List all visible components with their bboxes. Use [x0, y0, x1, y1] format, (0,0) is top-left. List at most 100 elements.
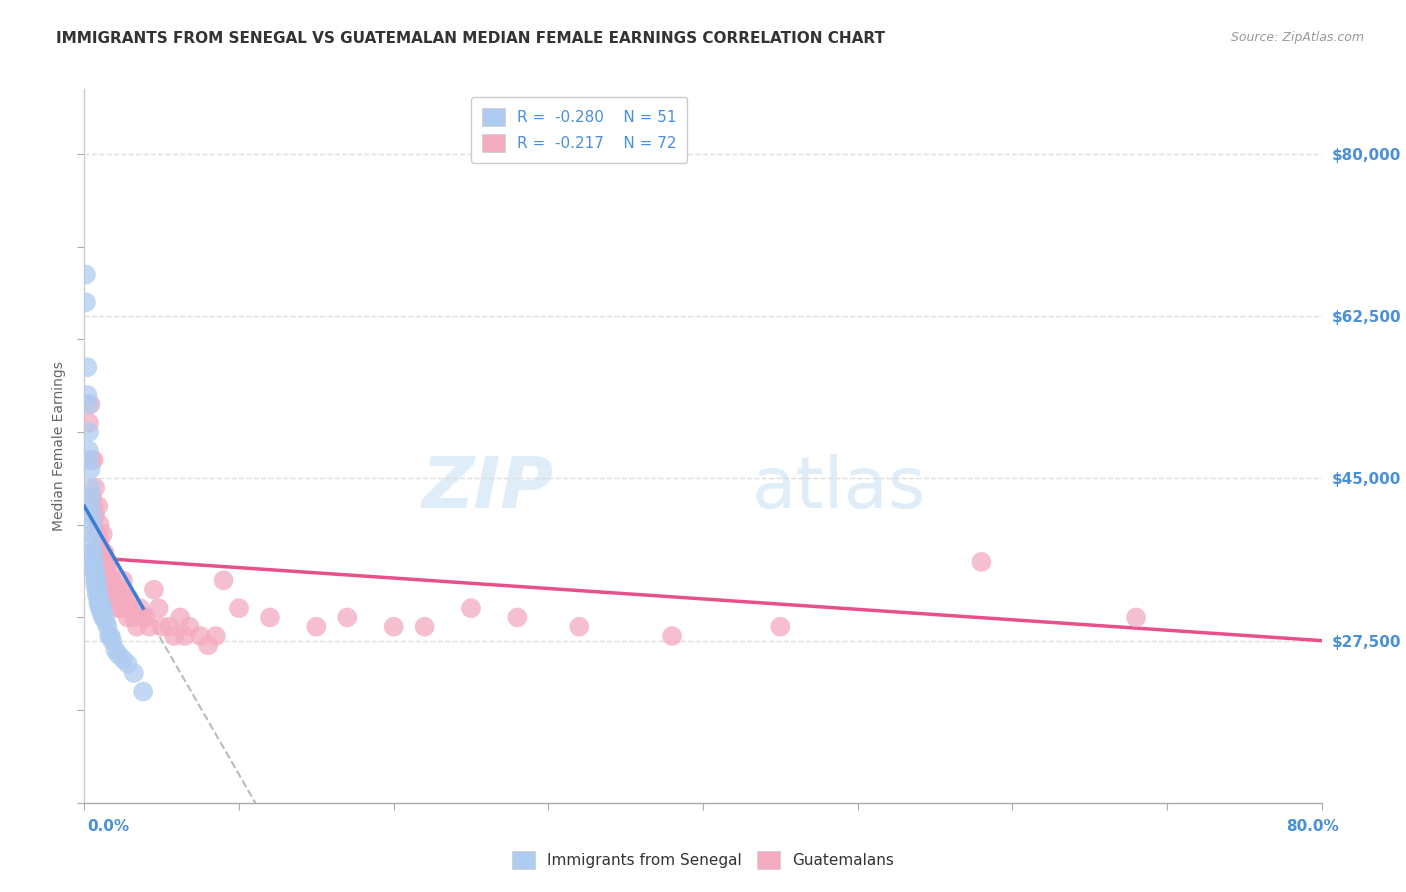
Legend: R =  -0.280    N = 51, R =  -0.217    N = 72: R = -0.280 N = 51, R = -0.217 N = 72 [471, 97, 688, 163]
Point [83, 545, 105, 559]
Point [122, 610, 145, 624]
Point [107, 591, 129, 606]
Point [101, 582, 124, 597]
Point [75, 268, 97, 282]
Point [105, 582, 128, 597]
Point [460, 601, 482, 615]
Point [82, 508, 104, 523]
Point [83, 564, 105, 578]
Y-axis label: Median Female Earnings: Median Female Earnings [52, 361, 66, 531]
Point [82, 490, 104, 504]
Point [188, 629, 212, 643]
Point [174, 629, 197, 643]
Point [79, 500, 101, 514]
Point [336, 610, 359, 624]
Point [87, 500, 110, 514]
Point [82, 453, 104, 467]
Point [122, 666, 145, 681]
Point [83, 559, 105, 574]
Point [86, 527, 108, 541]
Point [970, 555, 993, 569]
Point [94, 564, 117, 578]
Point [205, 629, 228, 643]
Point [117, 610, 139, 624]
Point [89, 597, 111, 611]
Point [506, 610, 529, 624]
Point [98, 574, 121, 588]
Point [86, 587, 108, 601]
Point [93, 555, 115, 569]
Point [197, 638, 219, 652]
Point [94, 615, 117, 629]
Legend: Immigrants from Senegal, Guatemalans: Immigrants from Senegal, Guatemalans [506, 845, 900, 875]
Point [86, 582, 108, 597]
Point [259, 610, 281, 624]
Point [77, 425, 100, 439]
Point [413, 620, 436, 634]
Point [77, 416, 100, 430]
Point [89, 536, 111, 550]
Point [86, 574, 108, 588]
Point [82, 517, 104, 532]
Point [110, 582, 132, 597]
Point [107, 601, 129, 615]
Point [661, 629, 683, 643]
Point [84, 564, 107, 578]
Point [112, 574, 135, 588]
Point [87, 597, 110, 611]
Point [132, 610, 155, 624]
Point [86, 545, 108, 559]
Point [84, 508, 107, 523]
Point [104, 591, 127, 606]
Point [114, 591, 136, 606]
Point [87, 582, 110, 597]
Point [84, 574, 107, 588]
Point [90, 545, 112, 559]
Point [117, 657, 139, 671]
Point [305, 620, 328, 634]
Text: Source: ZipAtlas.com: Source: ZipAtlas.com [1230, 31, 1364, 45]
Point [100, 564, 122, 578]
Point [138, 620, 160, 634]
Point [79, 462, 101, 476]
Point [132, 684, 155, 698]
Point [77, 397, 100, 411]
Point [89, 517, 111, 532]
Point [108, 601, 131, 615]
Point [89, 601, 111, 615]
Point [87, 527, 110, 541]
Point [76, 388, 98, 402]
Point [82, 536, 104, 550]
Point [98, 582, 121, 597]
Point [104, 643, 127, 657]
Point [77, 443, 100, 458]
Point [83, 555, 105, 569]
Point [115, 601, 138, 615]
Point [94, 574, 117, 588]
Point [90, 555, 112, 569]
Point [91, 610, 114, 624]
Point [97, 620, 120, 634]
Point [76, 360, 98, 375]
Point [79, 397, 101, 411]
Text: IMMIGRANTS FROM SENEGAL VS GUATEMALAN MEDIAN FEMALE EARNINGS CORRELATION CHART: IMMIGRANTS FROM SENEGAL VS GUATEMALAN ME… [56, 31, 886, 46]
Text: ZIP: ZIP [422, 454, 554, 524]
Point [77, 453, 100, 467]
Point [179, 620, 201, 634]
Point [89, 591, 111, 606]
Point [100, 629, 122, 643]
Point [93, 610, 115, 624]
Point [120, 601, 142, 615]
Point [101, 633, 124, 648]
Point [87, 591, 110, 606]
Point [125, 620, 148, 634]
Point [101, 574, 124, 588]
Point [98, 629, 121, 643]
Point [91, 527, 114, 541]
Point [1125, 610, 1147, 624]
Point [75, 295, 97, 310]
Point [84, 481, 107, 495]
Point [159, 620, 181, 634]
Text: 80.0%: 80.0% [1285, 819, 1339, 834]
Point [163, 629, 186, 643]
